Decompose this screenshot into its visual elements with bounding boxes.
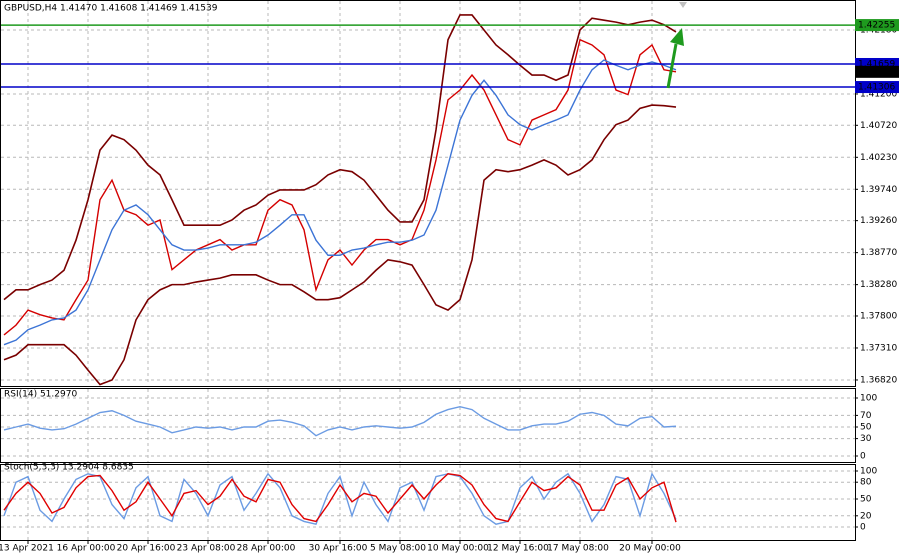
- panel-title: Stoch(5,3,3) 13.2904 8.6835: [4, 463, 134, 473]
- level-label: 1.41659: [858, 59, 895, 69]
- arrow-head: [670, 28, 684, 46]
- stoch-panel: [0, 464, 856, 541]
- y-tick-label: 20: [860, 511, 872, 521]
- y-tick-label: 100: [860, 394, 877, 404]
- x-tick-label: 12 May 16:00: [487, 544, 549, 554]
- level-label-box: [855, 19, 899, 32]
- x-tick-label: 20 Apr 16:00: [117, 544, 176, 554]
- series-line: [3, 104, 677, 386]
- x-tick-label: 17 May 08:00: [547, 544, 609, 554]
- y-tick-label: 80: [860, 478, 872, 488]
- y-tick-label: 1.37310: [860, 343, 897, 353]
- panel-title: GBPUSD,H4 1.41470 1.41608 1.41469 1.4153…: [4, 4, 218, 14]
- x-tick-label: 20 May 00:00: [619, 544, 681, 554]
- x-tick-label: 5 May 08:00: [370, 544, 426, 554]
- shift-marker: [679, 2, 687, 8]
- series-line: [3, 38, 677, 336]
- series-line: [3, 405, 677, 437]
- y-tick-label: 1.39740: [860, 185, 897, 195]
- y-tick-label: 50: [860, 495, 872, 505]
- y-tick-label: 1.41200: [860, 89, 897, 99]
- y-tick-label: 100: [860, 467, 877, 477]
- series-line: [3, 59, 677, 346]
- y-tick-label: 1.40230: [860, 153, 897, 163]
- y-tick-label: 0: [860, 452, 866, 462]
- series-line: [3, 14, 677, 301]
- panel-title: RSI(14) 51.2970: [4, 390, 77, 400]
- level-label: 1.42255: [858, 21, 895, 31]
- arrow: [666, 43, 678, 89]
- y-tick-label: 1.40720: [860, 121, 897, 131]
- y-tick-label: 1.38770: [860, 248, 897, 258]
- y-tick-label: 30: [860, 434, 872, 444]
- level-label-box: [855, 81, 899, 94]
- y-tick-label: 50: [860, 423, 872, 433]
- price-panel: [0, 0, 856, 387]
- x-tick-label: 30 Apr 16:00: [309, 544, 368, 554]
- x-tick-label: 10 May 00:00: [427, 544, 489, 554]
- x-tick-label: 28 Apr 00:00: [237, 544, 296, 554]
- x-tick-label: 13 Apr 2021: [0, 544, 54, 554]
- series-line: [3, 472, 677, 526]
- y-tick-label: 0: [860, 523, 866, 533]
- y-tick-label: 1.39260: [860, 216, 897, 226]
- level-label: 1.41306: [858, 83, 895, 93]
- x-tick-label: 16 Apr 00:00: [57, 544, 116, 554]
- last-price-box: [855, 65, 899, 78]
- y-tick-label: 70: [860, 411, 872, 421]
- series-line: [3, 473, 677, 523]
- y-tick-label: 1.36820: [860, 375, 897, 385]
- rsi-panel: [0, 388, 856, 463]
- last-price-label: 1.41539: [858, 67, 895, 77]
- x-tick-label: 23 Apr 08:00: [177, 544, 236, 554]
- y-tick-label: 1.37800: [860, 311, 897, 321]
- y-tick-label: 1.38280: [860, 280, 897, 290]
